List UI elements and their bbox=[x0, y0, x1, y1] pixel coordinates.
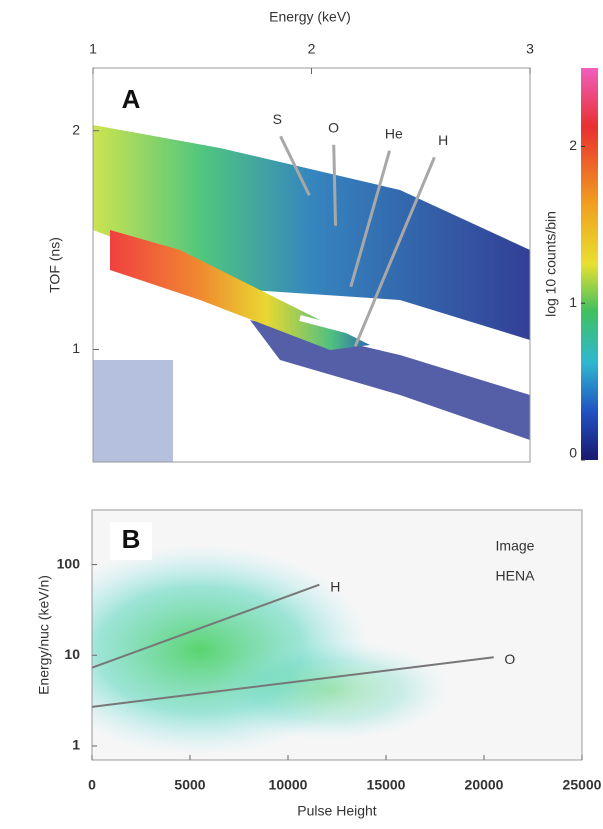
y-tick-label: 2 bbox=[72, 121, 80, 137]
annotation-text: O bbox=[328, 119, 339, 135]
panel-label: A bbox=[122, 84, 141, 114]
annotation-text: He bbox=[385, 125, 403, 141]
plot-frame bbox=[91, 509, 583, 761]
fit-line bbox=[91, 583, 320, 669]
x-tick-label: 1 bbox=[89, 41, 97, 57]
heatmap-image bbox=[93, 68, 530, 462]
x-tick-label: 10000 bbox=[269, 777, 308, 793]
x-tick-label: 25000 bbox=[563, 777, 602, 793]
fit-line-label: O bbox=[504, 651, 515, 667]
colorbar-tick-label: 1 bbox=[569, 294, 577, 310]
x-tick-label: 20000 bbox=[465, 777, 504, 793]
colorbar-label: log 10 counts/bin bbox=[543, 211, 559, 317]
x-tick-label: 2 bbox=[308, 41, 316, 57]
annotation-pointer bbox=[332, 144, 338, 226]
scatter-cloud bbox=[92, 510, 582, 760]
y-tick-label: 1 bbox=[72, 737, 80, 753]
label-box bbox=[110, 82, 152, 120]
annotation-text: H bbox=[438, 132, 448, 148]
y-tick-label: 10 bbox=[64, 646, 80, 662]
x-tick-label: 15000 bbox=[367, 777, 406, 793]
x-tick-label: 0 bbox=[88, 777, 96, 793]
colorbar bbox=[581, 68, 598, 460]
colorbar-tick-label: 2 bbox=[569, 137, 577, 153]
panel-note: HENA bbox=[496, 568, 536, 584]
x-axis-label: Energy (keV) bbox=[269, 9, 351, 25]
fit-line-label: H bbox=[330, 578, 340, 594]
panel-label: B bbox=[122, 524, 141, 554]
x-axis-label: Pulse Height bbox=[297, 803, 376, 819]
y-tick-label: 100 bbox=[57, 555, 81, 571]
y-axis-label: TOF (ns) bbox=[47, 237, 63, 293]
annotation-pointer bbox=[279, 135, 311, 196]
x-tick-label: 5000 bbox=[174, 777, 205, 793]
label-box bbox=[110, 522, 152, 560]
y-tick-label: 1 bbox=[72, 340, 80, 356]
y-axis-label: Energy/nuc (keV/n) bbox=[36, 575, 52, 695]
panel-note: Image bbox=[496, 538, 535, 554]
annotation-pointer bbox=[349, 150, 391, 288]
x-tick-label: 3 bbox=[526, 41, 534, 57]
annotation-pointer bbox=[353, 156, 436, 347]
annotation-text: S bbox=[273, 111, 282, 127]
fit-line bbox=[91, 656, 494, 708]
colorbar-tick-label: 0 bbox=[569, 445, 577, 461]
